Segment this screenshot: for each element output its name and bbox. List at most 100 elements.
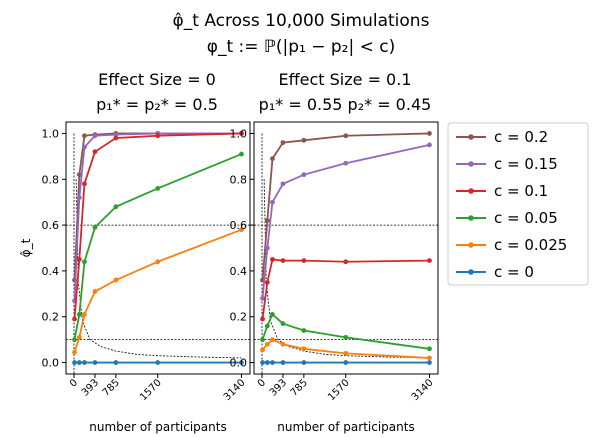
data-point: [280, 341, 286, 347]
data-point: [264, 360, 270, 365]
y-tick-label: 0.4: [230, 265, 248, 278]
x-tick-label: 1570: [138, 377, 164, 403]
legend: c = 0.2 c = 0.15 c = 0.1 c = 0.05 c = 0.025 c…: [447, 122, 589, 286]
data-point: [343, 160, 349, 166]
data-point: [260, 337, 265, 343]
data-point: [92, 133, 98, 139]
data-point: [113, 132, 119, 138]
x-axis-label-left: number of participants: [89, 420, 226, 434]
y-tick-label: 0.6: [42, 219, 60, 232]
y-tick-label: 1.0: [42, 127, 60, 140]
data-point: [92, 289, 98, 294]
reference-curve: [75, 179, 242, 359]
data-point: [260, 316, 265, 322]
x-tick-label: 785: [289, 377, 310, 398]
data-point: [76, 360, 82, 365]
figure-subtitle: φ_t := ℙ(|p₁ − p₂| < c): [207, 37, 395, 57]
data-point: [270, 257, 275, 262]
data-point: [92, 360, 98, 365]
data-point: [264, 279, 270, 285]
data-point: [301, 137, 307, 143]
data-point: [264, 341, 270, 347]
data-point: [113, 204, 119, 210]
legend-entry: c = 0.2: [494, 128, 548, 146]
y-tick-label: 0.0: [230, 357, 248, 370]
data-point: [427, 258, 432, 263]
legend-marker: [468, 161, 474, 167]
series-line-1: [261, 144, 430, 299]
panel-1-subtitle: p₁* = p₂* = 0.5: [96, 95, 218, 114]
data-point: [82, 259, 87, 265]
data-point: [82, 360, 87, 365]
data-point: [72, 349, 77, 355]
data-point: [270, 360, 275, 365]
data-point: [260, 296, 265, 301]
data-point: [92, 224, 98, 230]
data-point: [301, 328, 307, 333]
plot-area-effect-size-0.1: 0.0 0.2 0.4 0.6 0.8 1.0 0 393 785 1570 3140: [230, 121, 439, 403]
data-point: [343, 360, 349, 365]
data-point: [155, 360, 161, 365]
x-tick-label: 3140: [410, 377, 436, 403]
data-point: [301, 172, 307, 178]
x-tick-label: 1570: [326, 377, 352, 403]
y-tick-label: 0.6: [230, 219, 248, 232]
data-point: [343, 133, 349, 139]
data-point: [264, 218, 270, 223]
data-point: [72, 360, 77, 365]
x-tick-label: 0: [68, 377, 80, 389]
data-point: [280, 181, 286, 187]
panel-2-title: Effect Size = 0.1: [279, 70, 412, 89]
data-point: [260, 347, 265, 353]
data-point: [239, 151, 244, 157]
data-point: [239, 227, 244, 233]
panel-2-subtitle: p₁* = 0.55 p₂* = 0.45: [259, 95, 432, 114]
legend-entry: c = 0.05: [494, 209, 558, 227]
y-tick-label: 0.2: [230, 311, 248, 324]
y-tick-label: 0.0: [42, 357, 60, 370]
reference-curve: [263, 179, 430, 359]
data-point: [280, 140, 286, 146]
data-point: [301, 346, 307, 352]
series-line-0: [261, 132, 430, 281]
y-tick-label: 0.4: [42, 265, 60, 278]
series-line-0: [73, 132, 242, 281]
data-point: [270, 312, 275, 317]
legend-marker: [468, 134, 474, 140]
data-point: [280, 360, 286, 365]
panel-effect-size-0: Effect Size = 0 p₁* = p₂* = 0.5 0.00.20.…: [42, 70, 251, 403]
legend-marker: [468, 242, 474, 248]
data-point: [72, 316, 77, 322]
series-line-2: [261, 258, 430, 320]
data-point: [76, 172, 82, 178]
data-point: [76, 195, 82, 201]
series-line-3: [73, 153, 242, 340]
legend-marker: [468, 215, 474, 221]
data-point: [92, 149, 98, 155]
data-point: [155, 186, 161, 191]
plot-area-effect-size-0: 0.0 0.2 0.4 0.6 0.8 1.0 0 393 785 1570 3140: [42, 121, 251, 403]
series-line-2: [73, 132, 242, 320]
data-point: [76, 334, 82, 340]
data-point: [239, 360, 244, 365]
data-point: [427, 142, 432, 148]
data-point: [82, 312, 87, 317]
legend-entry: c = 0.1: [494, 182, 548, 200]
legend-box: [447, 122, 589, 286]
data-point: [343, 350, 349, 356]
data-point: [76, 257, 82, 262]
y-axis-label: φ̂_t: [19, 238, 33, 257]
data-point: [155, 259, 161, 265]
legend-entry: c = 0.15: [494, 155, 558, 173]
data-point: [82, 181, 87, 187]
data-point: [264, 323, 270, 329]
data-point: [280, 258, 286, 263]
y-tick-label: 0.8: [230, 173, 248, 186]
y-tick-label: 1.0: [230, 127, 248, 140]
data-point: [301, 360, 307, 365]
y-tick-label: 0.2: [42, 311, 60, 324]
axes-frame: [65, 121, 251, 375]
series-line-4: [73, 228, 242, 353]
data-point: [301, 258, 307, 263]
